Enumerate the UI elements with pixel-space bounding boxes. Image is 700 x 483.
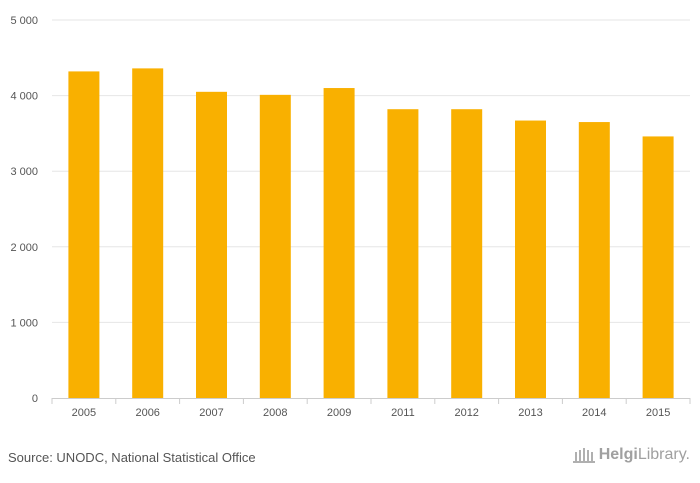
x-tick-label: 2015: [646, 407, 670, 419]
x-tick-label: 2011: [391, 407, 415, 419]
bar-2012: [451, 109, 483, 398]
y-tick-label: 3 000: [10, 166, 38, 178]
y-tick-label: 4 000: [10, 91, 38, 103]
x-axis-ticks: 2005 2006 2007 2008 2009 2011 2012 2013 2014 2015: [51, 398, 691, 419]
x-tick-label: 2006: [135, 407, 159, 419]
x-tick-label: 2012: [454, 407, 478, 419]
x-tick-label: 2013: [518, 407, 542, 419]
logo-text-library: Library.: [637, 446, 690, 463]
x-tick-label: 2005: [72, 407, 96, 419]
bar-2014: [578, 122, 610, 398]
source-note: Source: UNODC, National Statistical Offi…: [8, 450, 256, 465]
bar-2007: [196, 91, 227, 398]
bar-2008: [259, 94, 291, 399]
y-tick-label: 0: [32, 393, 38, 405]
bar-2009: [323, 88, 355, 398]
helgi-library-logo: Helgi Library.: [572, 446, 690, 464]
x-tick-label: 2008: [263, 407, 287, 419]
logo-text-helgi: Helgi: [598, 446, 638, 463]
bar-2015: [642, 136, 674, 398]
bar-2005: [68, 71, 100, 399]
bar-2006: [132, 68, 164, 398]
y-tick-label: 5 000: [10, 15, 38, 27]
y-axis-ticks: 0 1 000 2 000 3 000 4 000 5 000: [10, 15, 38, 405]
bars: [68, 68, 674, 399]
x-tick-label: 2007: [199, 407, 223, 419]
x-tick-label: 2009: [327, 407, 351, 419]
bar-2013: [515, 120, 546, 398]
y-tick-label: 1 000: [10, 317, 38, 329]
y-tick-label: 2 000: [10, 242, 38, 254]
x-tick-label: 2014: [582, 407, 606, 419]
library-building-icon: [572, 448, 595, 463]
bar-2011: [387, 109, 419, 398]
